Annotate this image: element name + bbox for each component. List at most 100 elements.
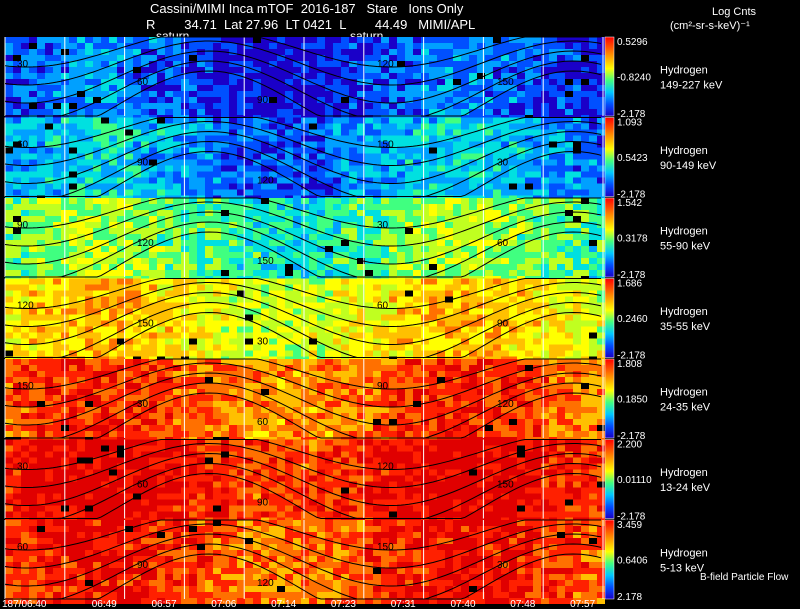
heat-cell — [469, 234, 477, 240]
heat-cell — [53, 49, 61, 55]
heat-cell — [93, 240, 101, 246]
heat-cell — [165, 153, 173, 160]
heat-cell — [461, 129, 469, 136]
heat-cell — [325, 147, 333, 154]
heat-cell — [285, 222, 293, 228]
heat-cell — [597, 296, 605, 303]
heat-cell — [37, 284, 45, 291]
heat-cell — [133, 264, 141, 270]
heat-cell — [157, 147, 165, 154]
heat-cell — [141, 141, 149, 148]
heat-cell — [557, 320, 565, 327]
heat-cell — [37, 97, 45, 103]
heat-cell — [325, 204, 333, 210]
heat-cell — [53, 302, 61, 309]
heat-cell — [77, 61, 85, 67]
heat-cell — [29, 401, 37, 407]
heat-cell — [237, 377, 245, 383]
heat-cell — [549, 117, 557, 124]
heat-cell — [141, 222, 149, 228]
heat-cell — [397, 216, 405, 222]
heat-cell — [77, 246, 85, 252]
heat-cell — [221, 401, 229, 407]
heat-cell — [549, 395, 557, 401]
heat-cell — [229, 338, 237, 345]
heat-cell — [365, 228, 373, 234]
heat-cell — [213, 389, 221, 395]
heat-cell — [29, 67, 37, 73]
heat-cell — [157, 407, 165, 413]
heat-cell — [93, 117, 101, 124]
heat-cell — [125, 97, 133, 103]
heat-cell — [69, 198, 77, 204]
heat-cell — [205, 189, 213, 196]
heat-cell — [517, 258, 525, 264]
heat-cell — [341, 55, 349, 61]
heat-cell — [437, 240, 445, 246]
heat-cell — [357, 117, 365, 124]
heat-cell — [157, 296, 165, 303]
heat-cell — [5, 171, 13, 178]
heat-cell — [53, 377, 61, 383]
heat-cell — [365, 49, 373, 55]
heat-cell — [573, 73, 581, 79]
heat-cell — [221, 228, 229, 234]
heat-cell — [333, 308, 341, 315]
heat-cell — [357, 216, 365, 222]
heat-cell — [133, 49, 141, 55]
heat-cell — [357, 85, 365, 91]
heat-cell — [381, 141, 389, 148]
heat-cell — [181, 204, 189, 210]
heat-cell — [381, 165, 389, 172]
heat-cell — [309, 302, 317, 309]
heat-cell — [13, 290, 21, 297]
heat-cell — [5, 258, 13, 264]
heat-cell — [133, 129, 141, 136]
heat-cell — [269, 371, 277, 377]
heat-cell — [493, 296, 501, 303]
heat-cell — [141, 296, 149, 303]
heat-cell — [533, 338, 541, 345]
heat-cell — [429, 210, 437, 216]
heat-cell — [101, 204, 109, 210]
heat-cell — [397, 210, 405, 216]
heat-cell — [365, 79, 373, 85]
heat-cell — [253, 91, 261, 97]
heat-cell — [469, 296, 477, 303]
heat-cell — [349, 129, 357, 136]
heat-cell — [181, 159, 189, 166]
heat-cell — [29, 371, 37, 377]
heat-cell — [117, 228, 125, 234]
heat-cell — [461, 350, 469, 357]
heat-cell — [357, 278, 365, 285]
heat-cell — [237, 91, 245, 97]
heat-cell — [173, 177, 181, 184]
heat-cell — [429, 159, 437, 166]
heat-cell — [333, 123, 341, 130]
heat-cell — [77, 91, 85, 97]
heat-cell — [301, 123, 309, 130]
heat-cell — [205, 284, 213, 291]
heat-cell — [181, 135, 189, 142]
heat-cell — [341, 234, 349, 240]
heat-cell — [85, 91, 93, 97]
heat-cell — [21, 320, 29, 327]
heat-cell — [13, 97, 21, 103]
heat-cell — [341, 61, 349, 67]
heat-cell — [597, 123, 605, 130]
heat-cell — [573, 147, 581, 154]
heat-cell — [341, 326, 349, 333]
heat-cell — [541, 37, 549, 43]
heat-cell — [405, 91, 413, 97]
heat-cell — [189, 97, 197, 103]
heat-cell — [13, 55, 21, 61]
heat-cell — [333, 401, 341, 407]
heat-cell — [389, 284, 397, 291]
heat-cell — [117, 109, 125, 115]
heat-cell — [493, 314, 501, 321]
heat-cell — [437, 73, 445, 79]
heat-cell — [429, 296, 437, 303]
heat-cell — [125, 338, 133, 345]
heat-cell — [581, 61, 589, 67]
heat-cell — [333, 365, 341, 371]
